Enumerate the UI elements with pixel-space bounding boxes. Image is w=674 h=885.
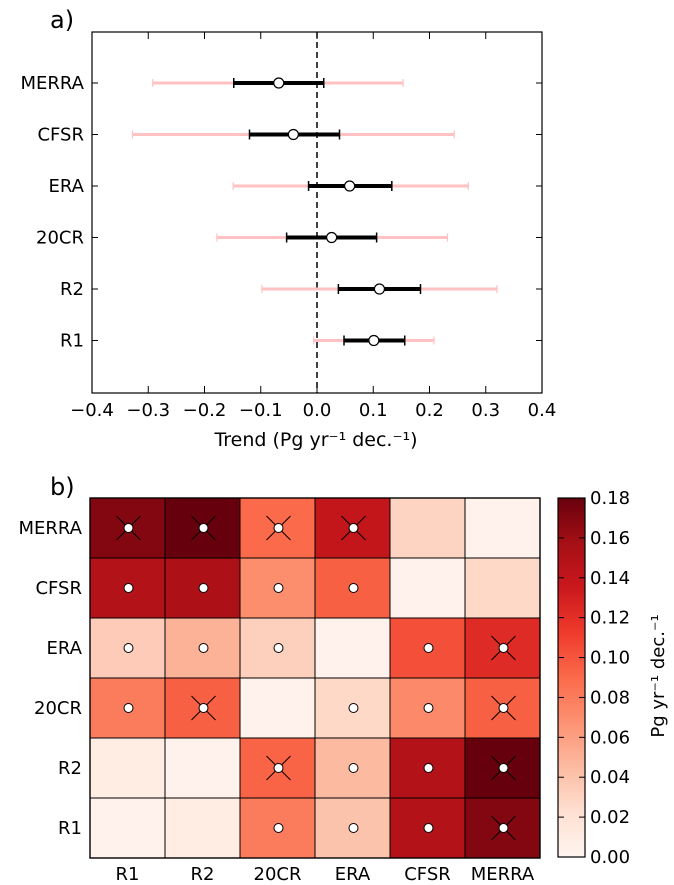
- circle-marker: [123, 703, 134, 713]
- x-tick-label: 0.4: [528, 400, 557, 421]
- x-tick-label: −0.2: [183, 400, 227, 421]
- colorbar-tick-label: 0.04: [590, 767, 630, 788]
- x-tick-label: 0.2: [415, 400, 444, 421]
- y-tick-label: ERA: [49, 176, 85, 197]
- y-tick-label: CFSR: [35, 578, 82, 599]
- colorbar-tick-label: 0.00: [590, 847, 630, 868]
- circle-marker: [123, 643, 134, 653]
- x-axis-label: Trend (Pg yr⁻¹ dec.⁻¹): [213, 429, 417, 451]
- circle-marker: [273, 583, 284, 593]
- panel-a-label: a): [50, 6, 74, 34]
- x-tick-label: R1: [116, 864, 140, 885]
- circle-marker: [198, 583, 209, 593]
- circle-marker: [348, 823, 359, 833]
- x-tick-label: 0.0: [303, 400, 332, 421]
- colorbar-tick-label: 0.14: [590, 568, 630, 589]
- circle-marker: [498, 643, 509, 653]
- panel-b-heatmap-cells: MERRA CFSR ERA 20CR R2 R1 R1 R2 20CR ERA CFSR MERRA: [18, 497, 541, 885]
- colorbar-tick-label: 0.06: [590, 727, 630, 748]
- colorbar-tick-label: 0.02: [590, 807, 630, 828]
- x-tick-label: 0.1: [359, 400, 388, 421]
- heatmap-cell: [89, 797, 166, 859]
- x-tick-label: −0.3: [126, 400, 170, 421]
- colorbar-label: Pg yr⁻¹ dec.⁻¹: [648, 614, 669, 737]
- colorbar-tick-label: 0.18: [590, 488, 630, 509]
- trend-marker: [368, 334, 380, 347]
- circle-marker: [123, 583, 134, 593]
- colorbar-bar: [557, 497, 586, 858]
- y-tick-label: R2: [60, 279, 84, 300]
- x-tick-label: MERRA: [471, 864, 535, 885]
- colorbar-tick-label: 0.08: [590, 687, 630, 708]
- x-tick-label: −0.4: [70, 400, 114, 421]
- colorbar: 0.00 0.02 0.04 0.06 0.08 0.10 0.12 0.14 0.16 0.18: [557, 488, 630, 868]
- y-tick-label: ERA: [47, 638, 83, 659]
- circle-marker: [498, 703, 509, 713]
- circle-marker: [348, 583, 359, 593]
- circle-marker: [273, 823, 284, 833]
- trend-marker: [273, 77, 285, 89]
- heatmap-cell: [164, 797, 241, 859]
- x-tick-label: R2: [191, 864, 215, 885]
- panel-a-plot-area: MERRA CFSR ERA 20CR R2 R1 −0.4 −0.3 −0.2 −0.1 0.0 0…: [20, 31, 557, 421]
- circle-marker: [348, 703, 359, 713]
- panel-b-label: b): [50, 473, 75, 501]
- heatmap-frame: [89, 497, 541, 859]
- trend-marker: [373, 283, 386, 295]
- heatmap-cell: [314, 617, 391, 679]
- heatmap-cell: [464, 497, 541, 559]
- trend-marker: [287, 128, 299, 141]
- y-tick-label: 20CR: [36, 228, 84, 249]
- y-tick-label: MERRA: [18, 518, 82, 539]
- x-tick-label: 0.3: [471, 400, 500, 421]
- circle-marker: [348, 763, 359, 773]
- y-tick-label: R1: [60, 331, 84, 352]
- circle-marker: [273, 763, 284, 773]
- x-tick-label: −0.1: [239, 400, 283, 421]
- colorbar-tick-label: 0.10: [590, 648, 630, 669]
- x-tick-label: CFSR: [404, 864, 451, 885]
- x-tick-label: ERA: [335, 864, 371, 885]
- y-tick-label: MERRA: [20, 73, 84, 94]
- y-tick-label: 20CR: [34, 698, 82, 719]
- circle-marker: [273, 643, 284, 653]
- heatmap-cell: [389, 497, 466, 559]
- circle-marker: [498, 763, 509, 773]
- circle-marker: [198, 643, 209, 653]
- circle-marker: [348, 523, 359, 533]
- circle-marker: [423, 823, 434, 833]
- circle-marker: [498, 823, 509, 833]
- circle-marker: [423, 703, 434, 713]
- heatmap-cell: [389, 557, 466, 619]
- circle-marker: [123, 523, 134, 533]
- plot-frame: [91, 31, 543, 394]
- y-tick-label: CFSR: [37, 125, 84, 146]
- circle-marker: [198, 703, 209, 713]
- circle-marker: [423, 763, 434, 773]
- colorbar-tick-label: 0.12: [590, 608, 630, 629]
- heatmap-cell: [164, 737, 241, 799]
- circle-marker: [273, 523, 284, 533]
- trend-marker: [344, 180, 356, 192]
- x-tick-label: 20CR: [254, 864, 302, 885]
- heatmap-cell: [89, 737, 166, 799]
- heatmap-cell: [464, 557, 541, 619]
- circle-marker: [423, 643, 434, 653]
- colorbar-tick-label: 0.16: [590, 528, 630, 549]
- heatmap-cell: [239, 677, 316, 739]
- panel-a-errorbar-chart: a) MERRA CFSR ERA 20CR R2 R1 −0.4 −0.3 −0.2 −0.1 0…: [20, 6, 556, 451]
- y-tick-label: R1: [58, 818, 82, 839]
- y-tick-label: R2: [58, 758, 82, 779]
- trend-marker: [326, 231, 338, 244]
- circle-marker: [198, 523, 209, 533]
